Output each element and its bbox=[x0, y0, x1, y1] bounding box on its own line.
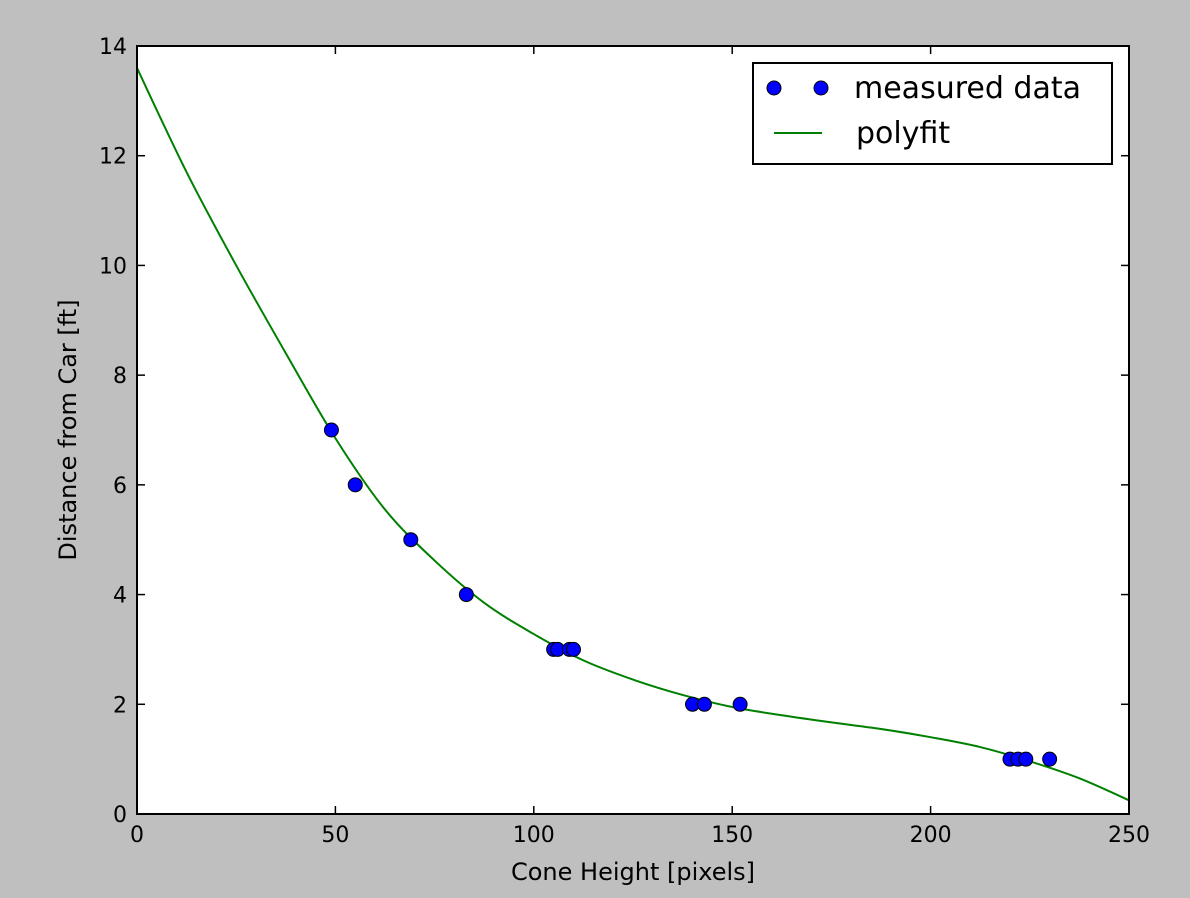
legend: measured data polyfit bbox=[752, 62, 1113, 165]
data-point bbox=[565, 641, 581, 657]
legend-marker-measured-data bbox=[766, 80, 782, 96]
plot-area bbox=[137, 46, 1129, 814]
legend-box bbox=[752, 62, 1113, 165]
data-point bbox=[458, 587, 474, 603]
plot-frame bbox=[136, 45, 1130, 815]
legend-label-polyfit: polyfit bbox=[856, 116, 950, 151]
data-point bbox=[696, 696, 712, 712]
x-tick-label: 200 bbox=[910, 823, 952, 848]
x-tick-label: 50 bbox=[321, 823, 349, 848]
x-axis-label: Cone Height [pixels] bbox=[511, 858, 755, 886]
x-tick-label: 150 bbox=[711, 823, 753, 848]
legend-marker-measured-data bbox=[813, 80, 829, 96]
data-point bbox=[323, 422, 339, 438]
x-tick-label: 0 bbox=[130, 823, 144, 848]
y-tick-label: 8 bbox=[113, 364, 127, 389]
ticks-layer: 0 50 100 150 200 250 0 2 4 6 8 10 12 14 bbox=[99, 35, 1150, 848]
y-tick-label: 6 bbox=[113, 474, 127, 499]
y-tick-label: 12 bbox=[99, 145, 127, 170]
legend-label-measured-data: measured data bbox=[854, 71, 1081, 106]
y-tick-label: 4 bbox=[113, 584, 127, 609]
y-tick-label: 0 bbox=[113, 803, 127, 828]
data-point bbox=[1018, 751, 1034, 767]
y-axis-label: Distance from Car [ft] bbox=[54, 299, 82, 560]
polyfit-line bbox=[136, 67, 1130, 802]
series-layer bbox=[136, 67, 1130, 802]
x-tick-label: 250 bbox=[1108, 823, 1150, 848]
y-tick-label: 2 bbox=[113, 693, 127, 718]
data-point bbox=[732, 696, 748, 712]
data-point bbox=[347, 477, 363, 493]
y-tick-label: 14 bbox=[99, 35, 127, 60]
data-point bbox=[403, 532, 419, 548]
data-point bbox=[1042, 751, 1058, 767]
x-tick-label: 100 bbox=[513, 823, 555, 848]
y-tick-label: 10 bbox=[99, 254, 127, 279]
